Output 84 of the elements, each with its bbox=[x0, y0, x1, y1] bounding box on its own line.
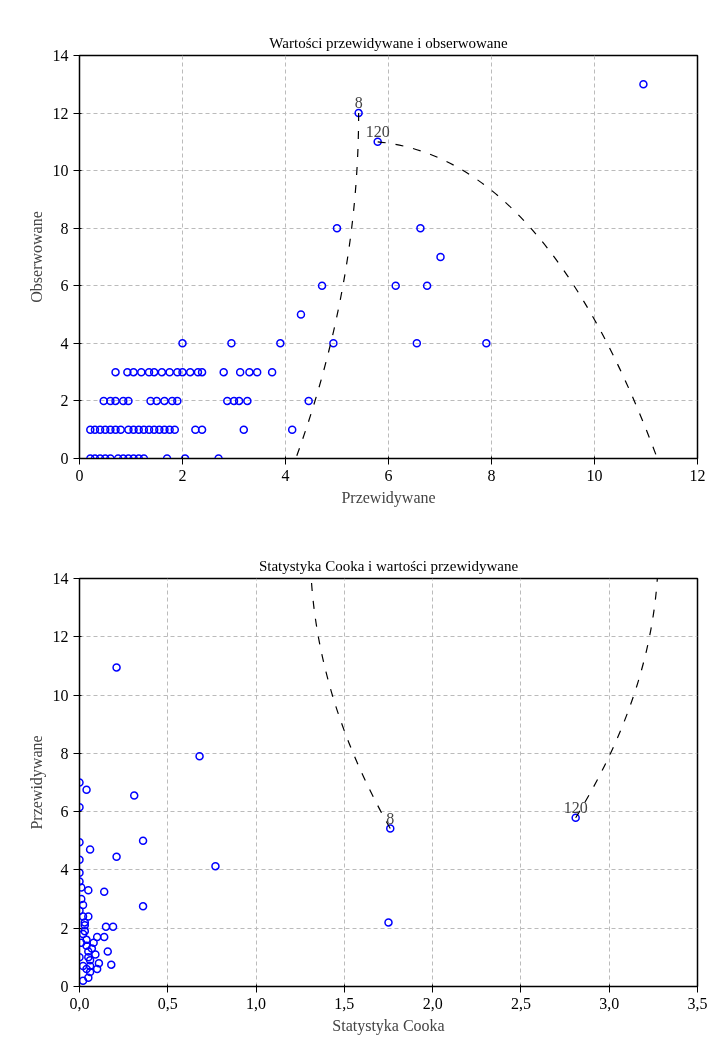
y-tick-label: 12 bbox=[52, 104, 69, 122]
y-tick-label: 2 bbox=[60, 392, 69, 410]
point bbox=[107, 960, 116, 969]
x-tick-label: 3,0 bbox=[599, 994, 620, 1012]
point bbox=[80, 918, 90, 927]
point bbox=[84, 912, 93, 921]
point bbox=[211, 861, 220, 871]
point bbox=[80, 926, 90, 936]
y-tick-label: 6 bbox=[60, 803, 69, 821]
x-tick-label: 3,5 bbox=[687, 994, 708, 1012]
point bbox=[101, 922, 111, 931]
point bbox=[84, 886, 93, 895]
point bbox=[84, 973, 93, 982]
chart-title: Wartości przewidywane i obserwowane bbox=[269, 34, 508, 51]
point bbox=[91, 950, 100, 959]
annotation: 120 bbox=[365, 122, 390, 140]
annotation: 8 bbox=[354, 94, 363, 112]
x-axis-title: Przewidywane bbox=[341, 488, 436, 507]
point bbox=[384, 918, 393, 927]
point bbox=[82, 941, 91, 950]
point bbox=[89, 938, 98, 948]
point bbox=[92, 964, 102, 974]
y-tick-label: 0 bbox=[60, 450, 69, 467]
point bbox=[85, 845, 95, 854]
x-tick-label: 4 bbox=[281, 466, 290, 484]
point bbox=[82, 785, 91, 795]
point bbox=[85, 961, 95, 971]
point bbox=[82, 935, 91, 945]
y-tick-label: 10 bbox=[52, 686, 69, 704]
x-tick-label: 2,5 bbox=[510, 994, 531, 1012]
point bbox=[571, 813, 580, 823]
point bbox=[112, 663, 121, 672]
y-tick-label: 0 bbox=[60, 978, 69, 995]
annotation: 120 bbox=[563, 798, 588, 816]
point bbox=[195, 752, 204, 761]
x-tick-label: 2 bbox=[178, 466, 187, 484]
x-axis-title: Statystyka Cooka bbox=[332, 1016, 445, 1035]
y-tick-label: 14 bbox=[52, 47, 69, 64]
point bbox=[82, 964, 91, 974]
point bbox=[79, 976, 88, 985]
point bbox=[85, 967, 95, 977]
y-tick-label: 6 bbox=[60, 277, 69, 295]
point bbox=[79, 929, 88, 939]
point bbox=[386, 824, 395, 833]
point bbox=[138, 902, 148, 911]
point bbox=[103, 947, 112, 956]
x-tick-label: 2,0 bbox=[422, 994, 443, 1012]
y-axis-title: Obserwowane bbox=[27, 211, 45, 303]
point bbox=[85, 956, 95, 965]
point bbox=[129, 791, 139, 800]
point bbox=[94, 958, 104, 968]
y-tick-label: 4 bbox=[60, 334, 69, 352]
point bbox=[99, 887, 109, 897]
point bbox=[79, 912, 88, 921]
point bbox=[80, 921, 90, 930]
y-tick-label: 4 bbox=[60, 861, 69, 879]
y-tick-label: 8 bbox=[60, 744, 69, 762]
x-tick-label: 8 bbox=[487, 466, 496, 484]
x-tick-label: 0 bbox=[75, 466, 84, 484]
x-tick-label: 0,5 bbox=[157, 994, 178, 1012]
x-tick-label: 0,0 bbox=[69, 994, 90, 1012]
y-tick-label: 10 bbox=[52, 162, 69, 180]
point bbox=[99, 932, 109, 942]
chart-title: Statystyka Cooka i wartości przewidywane bbox=[258, 557, 519, 574]
point bbox=[138, 836, 148, 846]
point bbox=[84, 953, 93, 962]
y-tick-label: 12 bbox=[52, 628, 69, 646]
x-tick-label: 1,0 bbox=[246, 994, 267, 1012]
point bbox=[92, 932, 102, 942]
y-tick-label: 14 bbox=[52, 570, 69, 587]
y-axis-title: Przewidywane bbox=[27, 735, 46, 830]
y-tick-label: 8 bbox=[60, 219, 69, 237]
x-tick-label: 1,5 bbox=[334, 994, 355, 1012]
y-tick-label: 2 bbox=[60, 919, 69, 937]
x-tick-label: 6 bbox=[384, 466, 393, 484]
point bbox=[79, 961, 88, 971]
point bbox=[79, 900, 88, 910]
x-tick-label: 10 bbox=[586, 466, 603, 484]
point bbox=[84, 947, 93, 956]
annotation: 8 bbox=[386, 809, 395, 827]
point bbox=[108, 922, 118, 931]
point bbox=[112, 852, 121, 862]
point bbox=[87, 944, 97, 953]
x-tick-label: 12 bbox=[689, 466, 706, 484]
